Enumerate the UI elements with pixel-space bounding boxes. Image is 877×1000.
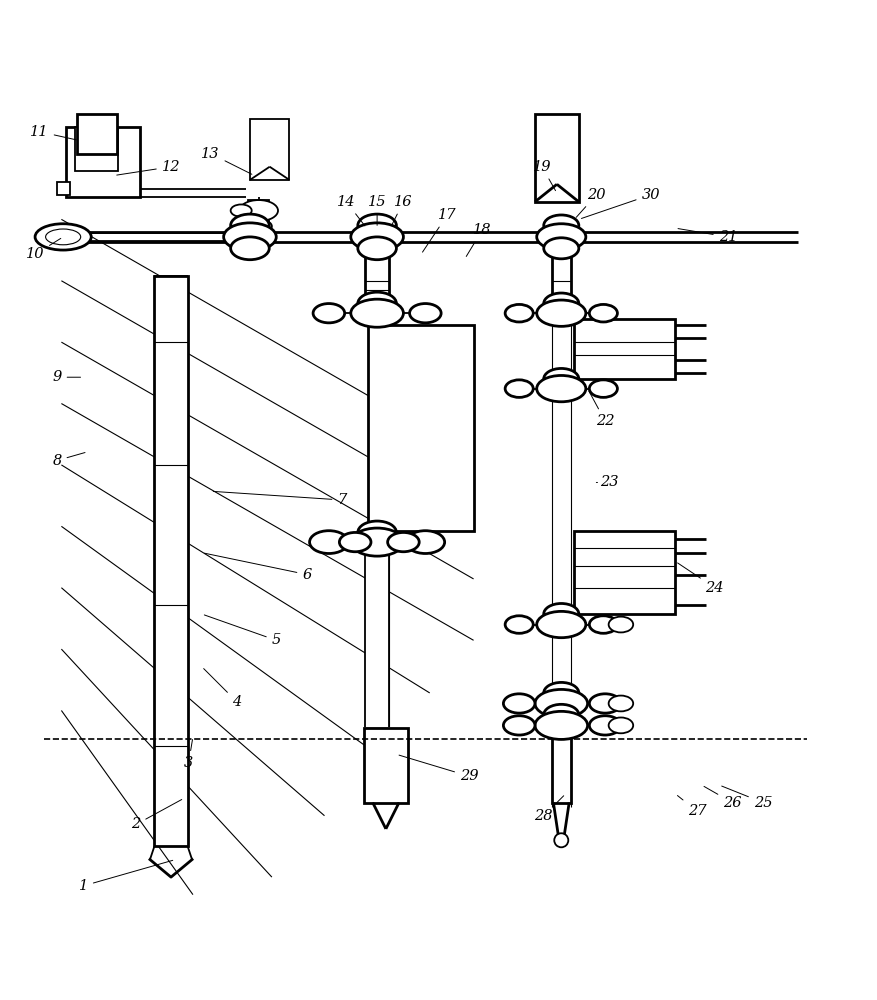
Ellipse shape xyxy=(339,532,371,552)
Ellipse shape xyxy=(503,694,535,713)
Ellipse shape xyxy=(537,300,586,326)
Ellipse shape xyxy=(231,237,269,260)
Text: 19: 19 xyxy=(532,160,555,191)
Ellipse shape xyxy=(505,304,533,322)
Text: 28: 28 xyxy=(534,796,564,823)
Ellipse shape xyxy=(351,528,403,556)
Text: 18: 18 xyxy=(467,223,492,256)
Ellipse shape xyxy=(609,696,633,711)
Text: 11: 11 xyxy=(30,125,76,140)
Ellipse shape xyxy=(544,603,579,625)
Bar xyxy=(77,114,117,154)
Bar xyxy=(552,728,571,803)
Ellipse shape xyxy=(537,224,586,250)
Text: 17: 17 xyxy=(423,208,457,252)
Ellipse shape xyxy=(358,292,396,315)
Bar xyxy=(248,200,269,221)
Text: 24: 24 xyxy=(678,563,724,595)
Text: 6: 6 xyxy=(204,553,311,582)
Ellipse shape xyxy=(537,375,586,402)
Ellipse shape xyxy=(46,229,81,245)
Ellipse shape xyxy=(35,224,91,250)
Ellipse shape xyxy=(544,215,579,236)
Ellipse shape xyxy=(535,689,588,717)
Bar xyxy=(574,531,675,614)
Text: 30: 30 xyxy=(581,188,660,218)
Polygon shape xyxy=(364,728,408,803)
Ellipse shape xyxy=(589,716,621,735)
Text: 22: 22 xyxy=(589,391,615,428)
Bar xyxy=(364,728,408,803)
Text: 25: 25 xyxy=(722,786,773,810)
Text: 9: 9 xyxy=(53,370,81,384)
Ellipse shape xyxy=(589,304,617,322)
Ellipse shape xyxy=(505,380,533,397)
Text: 13: 13 xyxy=(201,147,252,174)
Ellipse shape xyxy=(544,704,579,725)
Bar xyxy=(365,544,389,728)
Ellipse shape xyxy=(609,717,633,733)
Ellipse shape xyxy=(358,521,396,544)
Ellipse shape xyxy=(589,616,617,633)
Text: 16: 16 xyxy=(391,195,413,226)
Text: 23: 23 xyxy=(596,475,619,489)
Ellipse shape xyxy=(589,694,621,713)
Text: 1: 1 xyxy=(79,860,173,893)
Bar xyxy=(574,319,675,379)
Bar xyxy=(75,127,118,171)
Bar xyxy=(250,119,289,180)
Ellipse shape xyxy=(505,616,533,633)
Bar xyxy=(552,251,571,302)
Text: 8: 8 xyxy=(53,453,85,468)
Ellipse shape xyxy=(544,293,579,314)
Ellipse shape xyxy=(358,214,396,237)
Bar xyxy=(57,182,70,195)
Bar xyxy=(66,127,140,197)
Bar xyxy=(535,114,579,202)
Ellipse shape xyxy=(410,304,441,323)
Ellipse shape xyxy=(589,380,617,397)
Ellipse shape xyxy=(351,299,403,327)
Ellipse shape xyxy=(406,531,445,553)
Ellipse shape xyxy=(544,368,579,389)
Text: 27: 27 xyxy=(677,796,707,818)
Ellipse shape xyxy=(388,532,419,552)
Text: 26: 26 xyxy=(704,786,742,810)
Ellipse shape xyxy=(358,237,396,260)
Bar xyxy=(368,325,474,531)
Text: 29: 29 xyxy=(399,755,479,783)
Text: 4: 4 xyxy=(203,669,241,709)
Text: 5: 5 xyxy=(204,615,281,647)
Ellipse shape xyxy=(351,223,403,251)
Text: 21: 21 xyxy=(678,229,738,244)
Ellipse shape xyxy=(310,531,348,553)
Ellipse shape xyxy=(313,304,345,323)
Ellipse shape xyxy=(554,833,568,847)
Ellipse shape xyxy=(231,214,269,237)
Ellipse shape xyxy=(246,219,272,233)
Ellipse shape xyxy=(503,716,535,735)
Text: 12: 12 xyxy=(117,160,181,175)
Ellipse shape xyxy=(609,617,633,632)
Bar xyxy=(365,251,389,302)
Text: 10: 10 xyxy=(25,238,61,261)
Ellipse shape xyxy=(537,611,586,638)
Text: 2: 2 xyxy=(132,800,182,831)
Text: 7: 7 xyxy=(213,491,346,507)
Ellipse shape xyxy=(239,200,278,221)
Bar xyxy=(154,276,188,846)
Ellipse shape xyxy=(544,682,579,703)
Ellipse shape xyxy=(535,711,588,739)
Ellipse shape xyxy=(224,223,276,251)
Text: 15: 15 xyxy=(367,195,387,225)
Text: 20: 20 xyxy=(576,188,606,217)
Text: 14: 14 xyxy=(337,195,365,226)
Ellipse shape xyxy=(544,238,579,259)
Ellipse shape xyxy=(231,204,252,217)
Text: 3: 3 xyxy=(184,740,193,770)
